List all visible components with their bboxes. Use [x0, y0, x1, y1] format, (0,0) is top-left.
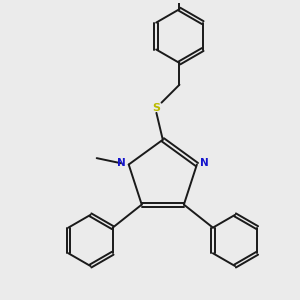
Text: N: N [117, 158, 126, 168]
Text: N: N [200, 158, 208, 168]
Text: S: S [152, 103, 160, 113]
